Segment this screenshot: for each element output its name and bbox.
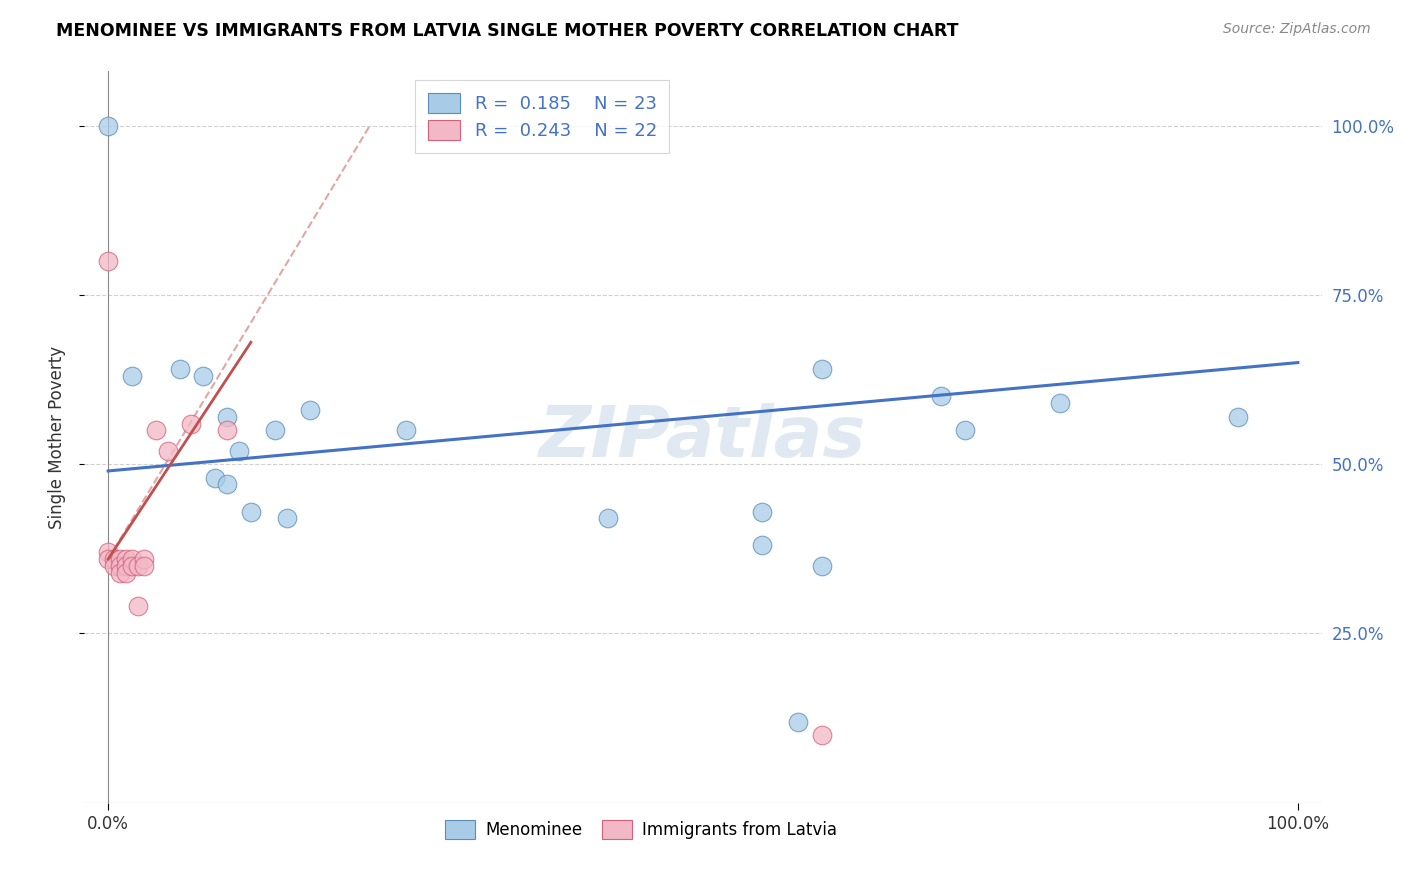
Point bbox=[180, 417, 202, 431]
Point bbox=[115, 566, 138, 580]
Legend: Menominee, Immigrants from Latvia: Menominee, Immigrants from Latvia bbox=[439, 814, 844, 846]
Point bbox=[127, 558, 149, 573]
Point bbox=[811, 558, 834, 573]
Point bbox=[103, 552, 125, 566]
Point bbox=[787, 714, 810, 729]
Point bbox=[299, 403, 322, 417]
Point bbox=[217, 423, 239, 437]
Point bbox=[121, 369, 143, 384]
Text: Source: ZipAtlas.com: Source: ZipAtlas.com bbox=[1223, 22, 1371, 37]
Point bbox=[1227, 409, 1250, 424]
Point bbox=[263, 423, 285, 437]
Point bbox=[121, 558, 143, 573]
Point bbox=[97, 254, 120, 268]
Point bbox=[751, 538, 773, 552]
Point bbox=[169, 362, 191, 376]
Point bbox=[596, 511, 619, 525]
Point bbox=[394, 423, 416, 437]
Point bbox=[108, 552, 131, 566]
Point bbox=[1049, 396, 1071, 410]
Point bbox=[108, 566, 131, 580]
Text: MENOMINEE VS IMMIGRANTS FROM LATVIA SINGLE MOTHER POVERTY CORRELATION CHART: MENOMINEE VS IMMIGRANTS FROM LATVIA SING… bbox=[56, 22, 959, 40]
Point bbox=[97, 552, 120, 566]
Point bbox=[127, 599, 149, 614]
Point bbox=[204, 471, 226, 485]
Point bbox=[811, 728, 834, 742]
Point bbox=[97, 545, 120, 559]
Y-axis label: Single Mother Poverty: Single Mother Poverty bbox=[48, 345, 66, 529]
Point bbox=[115, 558, 138, 573]
Point bbox=[239, 505, 262, 519]
Point bbox=[121, 552, 143, 566]
Point bbox=[953, 423, 976, 437]
Point bbox=[228, 443, 250, 458]
Point bbox=[751, 505, 773, 519]
Point bbox=[217, 477, 239, 491]
Point bbox=[103, 558, 125, 573]
Point bbox=[115, 552, 138, 566]
Point bbox=[929, 389, 952, 403]
Point bbox=[276, 511, 298, 525]
Point bbox=[132, 558, 155, 573]
Point bbox=[132, 552, 155, 566]
Point bbox=[217, 409, 239, 424]
Point bbox=[156, 443, 179, 458]
Point bbox=[97, 119, 120, 133]
Point bbox=[193, 369, 215, 384]
Text: ZIPatlas: ZIPatlas bbox=[540, 402, 866, 472]
Point bbox=[811, 362, 834, 376]
Point bbox=[145, 423, 167, 437]
Point bbox=[108, 558, 131, 573]
